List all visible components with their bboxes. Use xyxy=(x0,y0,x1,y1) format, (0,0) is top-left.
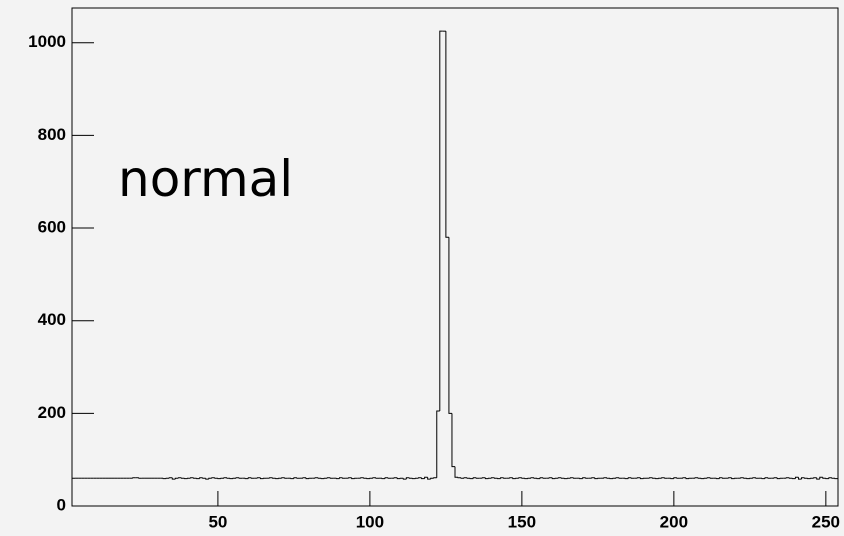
histogram-bin xyxy=(247,477,252,479)
x-tick-label: 200 xyxy=(660,512,688,531)
histogram-bin xyxy=(794,476,799,479)
histogram-bin xyxy=(384,477,389,479)
x-tick-label: 250 xyxy=(812,512,840,531)
histogram-bin xyxy=(451,413,455,468)
histogram-bin xyxy=(685,477,690,480)
histogram-bin xyxy=(445,31,449,238)
histogram-bin xyxy=(484,477,489,480)
histogram-bin xyxy=(71,477,76,506)
histogram-bin xyxy=(405,477,410,480)
x-tick-label: 50 xyxy=(208,512,227,531)
histogram-bin xyxy=(500,477,504,479)
y-tick-label: 800 xyxy=(38,125,66,144)
annotation: normal xyxy=(118,150,293,208)
histogram-bin xyxy=(174,477,179,480)
histogram-bin xyxy=(427,477,431,480)
histogram-bin xyxy=(171,477,176,480)
histogram-bin xyxy=(205,478,209,480)
histogram-bin xyxy=(819,476,823,480)
histogram-bin xyxy=(351,477,355,480)
x-tick-label: 100 xyxy=(356,512,384,531)
histogram-bin xyxy=(430,477,434,480)
histogram-bin xyxy=(472,477,477,479)
y-tick-label: 1000 xyxy=(28,32,66,51)
histogram-bin xyxy=(639,477,644,480)
histogram-bin xyxy=(594,477,598,480)
histogram-bin xyxy=(454,466,459,478)
histogram-bin xyxy=(436,410,440,478)
x-tick-label: 150 xyxy=(508,512,536,531)
histogram-bin xyxy=(338,477,343,479)
histogram-bin xyxy=(424,476,428,479)
histogram-bin xyxy=(402,478,407,480)
histogram-bin xyxy=(448,237,452,414)
histogram-bin xyxy=(396,477,401,480)
histogram-bin xyxy=(797,477,802,480)
histogram-bin xyxy=(439,30,443,412)
histogram-bin xyxy=(828,477,832,479)
histogram-bin xyxy=(718,477,723,479)
histogram-bin xyxy=(627,477,632,479)
y-tick-label: 600 xyxy=(38,218,66,237)
histogram-bin xyxy=(801,477,805,480)
histogram-bin xyxy=(305,477,310,480)
frame xyxy=(71,7,839,507)
y-tick-label: 200 xyxy=(38,403,66,422)
histogram-bin xyxy=(764,477,769,479)
histogram-bin xyxy=(582,477,586,479)
histogram-bin xyxy=(208,477,212,480)
histogram-bin xyxy=(822,477,826,479)
histogram-bin xyxy=(421,477,425,480)
histogram-bin xyxy=(512,477,516,480)
histogram-bin xyxy=(731,477,735,480)
histogram-bin xyxy=(539,477,544,479)
histogram-bin xyxy=(551,477,556,480)
histogram-bin xyxy=(293,477,297,479)
histogram-bin xyxy=(834,478,839,506)
y-tick-label: 0 xyxy=(57,495,66,514)
histogram-bin xyxy=(259,477,264,480)
histogram-bin xyxy=(816,477,820,480)
y-tick-label: 400 xyxy=(38,310,66,329)
histogram-bin xyxy=(776,477,781,480)
histogram-bin xyxy=(673,477,677,479)
histogram-bin xyxy=(199,477,203,479)
